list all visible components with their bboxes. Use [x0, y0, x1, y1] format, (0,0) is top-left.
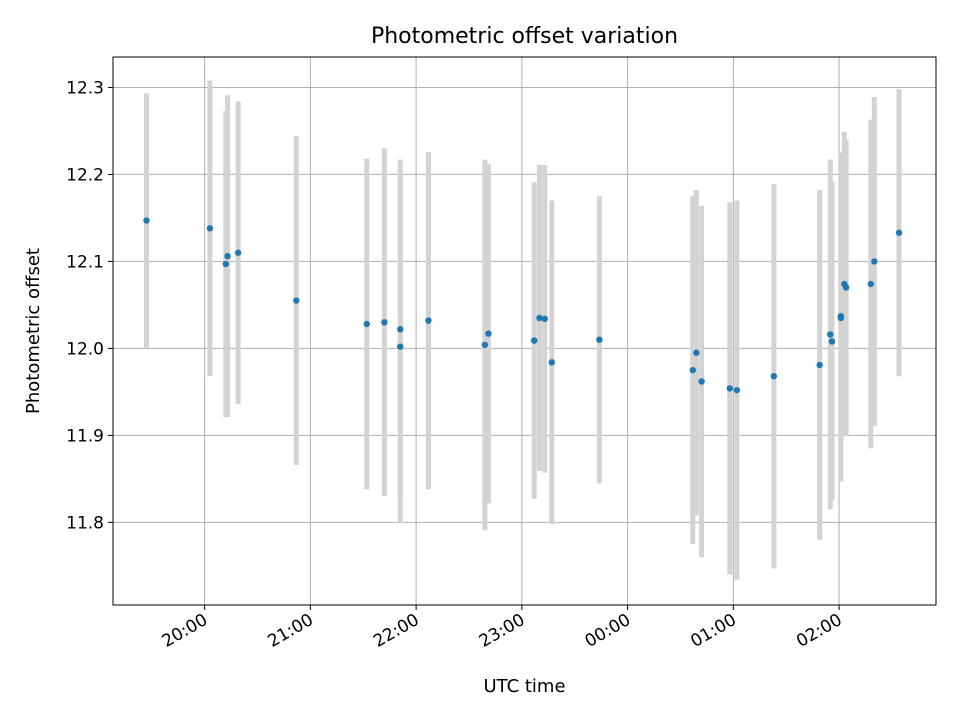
y-tick-label: 11.8: [66, 513, 104, 533]
data-point: [596, 336, 603, 343]
data-point: [816, 361, 823, 369]
plot-frame: [112, 56, 937, 606]
y-tick-label: 12.0: [66, 339, 104, 359]
data-point: [842, 284, 850, 291]
data-point: [481, 341, 489, 349]
data-point: [222, 260, 229, 268]
x-axis-label: UTC time: [483, 676, 565, 697]
data-point: [536, 314, 543, 322]
data-point: [293, 297, 300, 304]
data-point: [895, 229, 903, 236]
data-point: [206, 225, 214, 232]
data-point: [867, 280, 874, 288]
data-point: [530, 337, 538, 344]
data-point: [363, 320, 370, 328]
data-point: [548, 359, 556, 366]
data-point: [397, 326, 404, 333]
y-axis-ticks: 11.8 11.9 12.0 12.1 12.2 12.3: [66, 78, 113, 533]
chart-title: Photometric offset variation: [371, 24, 678, 49]
data-point: [397, 343, 404, 350]
y-tick-label: 12.1: [66, 252, 104, 272]
data-point: [485, 330, 492, 337]
data-point: [143, 217, 150, 224]
y-tick-label: 11.9: [66, 426, 104, 446]
data-point: [689, 366, 697, 374]
data-markers: [143, 217, 903, 394]
data-point: [871, 258, 878, 265]
data-point: [224, 252, 231, 260]
data-point: [827, 331, 834, 338]
data-point: [828, 338, 836, 345]
data-point: [381, 319, 388, 326]
data-point: [693, 349, 700, 356]
data-point: [733, 386, 741, 394]
data-point: [234, 249, 242, 256]
y-tick-label: 12.2: [66, 165, 104, 185]
data-point: [541, 315, 548, 323]
grid: [113, 57, 936, 605]
data-point: [770, 373, 778, 380]
data-point: [726, 385, 734, 392]
y-tick-label: 12.3: [66, 78, 104, 98]
data-point: [837, 314, 845, 322]
y-axis-label: Photometric offset: [23, 248, 44, 414]
data-point: [425, 317, 432, 324]
data-point: [698, 378, 705, 385]
